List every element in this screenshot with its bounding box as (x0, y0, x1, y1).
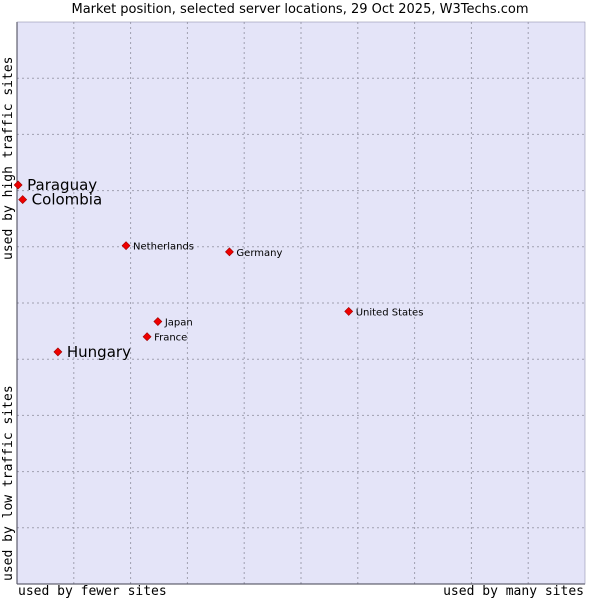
point-marker (225, 247, 234, 257)
point-label: United States (356, 307, 424, 318)
point-united-states: United States (344, 307, 424, 318)
point-paraguay: Paraguay (13, 176, 97, 194)
point-france: France (142, 332, 187, 344)
point-label: Germany (236, 248, 282, 259)
point-japan: Japan (153, 317, 193, 329)
point-marker (53, 347, 63, 357)
point-colombia: Colombia (18, 191, 103, 209)
point-marker (18, 195, 28, 205)
point-label: Hungary (67, 343, 131, 361)
point-marker (153, 317, 163, 326)
y-axis-label-top: used by high traffic sites (1, 56, 16, 261)
chart-title: Market position, selected server locatio… (71, 2, 529, 17)
x-axis-label-right: used by many sites (443, 584, 584, 599)
point-netherlands: Netherlands (121, 241, 194, 253)
point-label: Netherlands (133, 242, 194, 253)
point-germany: Germany (225, 247, 282, 259)
point-marker (121, 241, 131, 251)
point-hungary: Hungary (53, 343, 131, 361)
gridlines (17, 22, 585, 584)
point-marker (344, 307, 354, 316)
point-marker (142, 332, 152, 342)
y-axis-label-bottom: used by low traffic sites (1, 385, 16, 581)
x-axis-label-left: used by fewer sites (18, 584, 167, 599)
point-label: Colombia (32, 191, 103, 209)
plot-border (16, 21, 586, 585)
point-label: Japan (164, 318, 193, 329)
point-marker (13, 180, 23, 190)
point-label: France (154, 333, 187, 344)
point-label: Paraguay (27, 176, 97, 194)
axes (16, 21, 586, 585)
